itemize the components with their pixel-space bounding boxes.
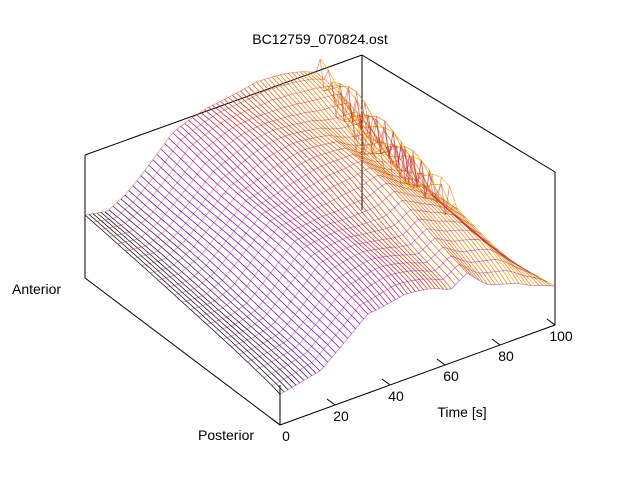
x-tick-label: 0 xyxy=(282,428,290,444)
mesh-line-time xyxy=(144,170,341,349)
y-axis-far-label: Anterior xyxy=(12,281,61,297)
x-tick-mark xyxy=(491,338,501,346)
mesh-line-position xyxy=(239,228,515,355)
mesh-line-time xyxy=(100,212,297,386)
x-tick-label: 80 xyxy=(498,348,514,364)
x-tick-mark xyxy=(271,418,281,426)
mesh-line-position xyxy=(263,255,539,378)
x-tick-mark xyxy=(381,378,391,386)
x-axis-label: Time [s] xyxy=(437,404,486,420)
mesh-line-position xyxy=(84,58,361,216)
mesh-line-time xyxy=(156,154,352,334)
mesh-line-position xyxy=(109,86,385,237)
box-edge xyxy=(279,324,556,426)
chart-title: BC12759_070824.ost xyxy=(252,31,388,47)
mesh-line-time xyxy=(240,90,436,289)
mesh-line-position xyxy=(166,147,442,288)
mesh-line-time xyxy=(303,71,500,285)
box-back xyxy=(84,54,556,325)
mesh-line-position xyxy=(182,167,458,303)
mesh-line-position xyxy=(247,237,523,363)
surface-mesh xyxy=(84,58,556,395)
mesh-line-position xyxy=(198,182,474,318)
mesh-line-time xyxy=(84,214,281,395)
mesh-line-position xyxy=(117,91,393,245)
mesh-line-time xyxy=(120,198,317,374)
x-tick-label: 20 xyxy=(333,408,349,424)
mesh-line-position xyxy=(231,218,507,348)
x-tick-label: 100 xyxy=(549,328,573,344)
mesh-line-position xyxy=(158,141,434,281)
mesh-line-time xyxy=(112,205,309,379)
y-axis-near-label: Posterior xyxy=(198,427,254,443)
mesh-line-position xyxy=(101,84,377,230)
x-axis-ticks: 0 20 40 60 80 100 xyxy=(271,318,573,444)
mesh-line-position xyxy=(222,209,499,340)
mesh-line-time xyxy=(272,76,468,274)
x-tick-mark xyxy=(326,398,336,406)
box-edge xyxy=(84,277,281,426)
box-front xyxy=(84,277,556,426)
mesh-line-position xyxy=(190,174,466,310)
mesh-line-position xyxy=(133,116,410,259)
mesh-line-time xyxy=(160,148,356,330)
box-edge xyxy=(84,54,363,156)
x-tick-label: 60 xyxy=(443,368,459,384)
mesh-line-position xyxy=(125,102,401,252)
mesh-line-time xyxy=(332,82,528,286)
mesh-line-position xyxy=(93,69,369,223)
x-tick-label: 40 xyxy=(388,388,404,404)
box-edge xyxy=(361,54,556,173)
mesh-line-time xyxy=(176,129,372,313)
mesh-line-position xyxy=(279,272,556,395)
x-tick-mark xyxy=(546,318,556,326)
mesh-line-time xyxy=(184,123,380,309)
mesh-line-position xyxy=(174,154,450,296)
mesh-line-time xyxy=(116,202,313,376)
mesh-line-position xyxy=(271,263,548,386)
x-tick-mark xyxy=(436,358,446,366)
mesh-line-time xyxy=(92,213,289,390)
mesh-line-position xyxy=(206,191,483,325)
mesh-line-position xyxy=(255,246,531,371)
mesh-line-time xyxy=(216,103,412,293)
mesh-line-time xyxy=(299,71,496,285)
